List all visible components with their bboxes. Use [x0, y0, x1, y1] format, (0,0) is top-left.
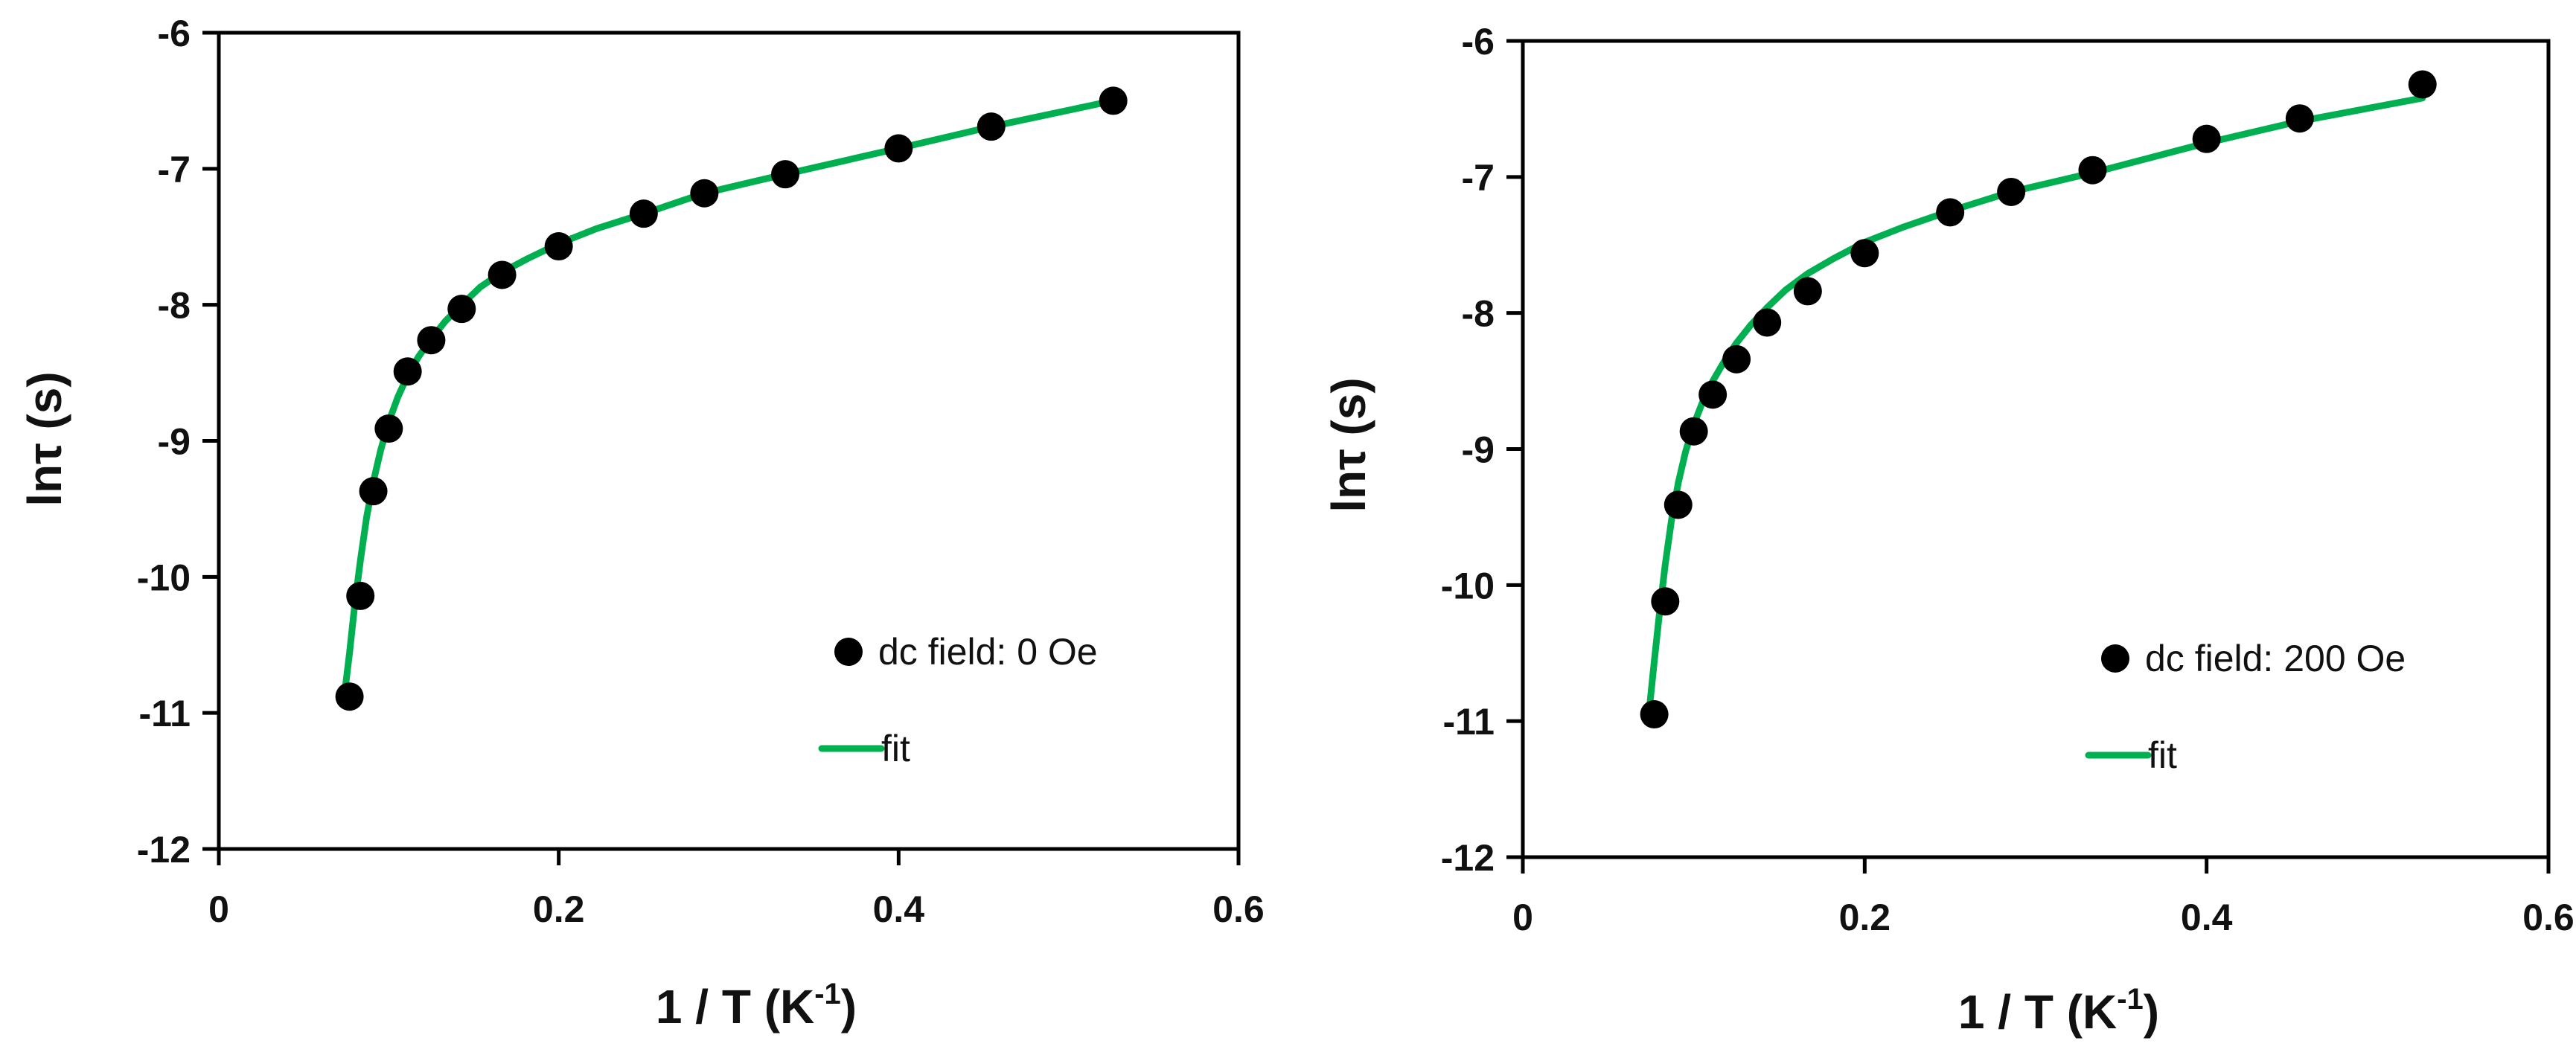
data-point: [977, 112, 1006, 141]
legend-label-points: dc field: 200 Oe: [2145, 638, 2406, 679]
data-point: [374, 414, 403, 443]
data-point: [884, 134, 913, 163]
y-tick-label: -9: [1462, 429, 1495, 471]
plot-area: [1521, 39, 2551, 859]
legend-marker-points: [2101, 644, 2129, 673]
x-tick-label: 0: [208, 888, 229, 930]
data-point: [2408, 70, 2437, 99]
x-axis-title-superscript: -1: [814, 978, 841, 1010]
y-tick-label: -6: [158, 13, 191, 54]
data-point: [1997, 177, 2026, 206]
x-tick-label: 0.2: [533, 888, 585, 930]
x-tick-label: 0.4: [2181, 897, 2233, 938]
data-point: [417, 326, 446, 355]
legend-label-points: dc field: 0 Oe: [878, 631, 1098, 673]
data-point: [1753, 308, 1782, 337]
x-axis-title-suffix: ): [841, 980, 857, 1033]
y-tick-label: -7: [158, 149, 191, 190]
data-point: [488, 260, 517, 289]
data-point: [1850, 239, 1879, 268]
x-axis-title-suffix: ): [2144, 985, 2159, 1039]
y-tick-label: -12: [137, 829, 191, 871]
x-axis-title-superscript: -1: [2117, 983, 2144, 1016]
legend-label-fit: fit: [881, 728, 910, 769]
x-tick-label: 0.4: [873, 888, 925, 930]
legend-marker-points: [834, 638, 863, 666]
y-tick-label: -11: [138, 693, 191, 734]
x-axis-title-main: 1 / T (K: [1958, 985, 2117, 1039]
y-tick-label: -8: [158, 285, 191, 327]
data-point: [1722, 344, 1751, 374]
data-point: [544, 232, 573, 261]
data-point: [629, 199, 658, 228]
data-point: [1663, 490, 1693, 519]
data-point: [771, 160, 800, 189]
data-point: [1679, 417, 1708, 446]
y-tick-label: -10: [1441, 565, 1495, 606]
x-axis-title: 1 / T (K-1): [656, 978, 857, 1033]
data-point: [359, 477, 388, 506]
y-tick-label: -10: [137, 557, 191, 598]
data-point: [2078, 156, 2107, 185]
plot-area: [217, 31, 1241, 851]
chart-200-oe-field: -12 -11 -10 -9 -8 -7 -6 0 0.2 0.4 0.6 lnτ (s) 1 / T …: [1322, 21, 2575, 1039]
data-point: [2285, 104, 2314, 133]
x-tick-label: 0.6: [2522, 897, 2575, 938]
data-point: [335, 682, 364, 711]
y-axis-title: lnτ (s): [1322, 377, 1375, 512]
data-point: [690, 179, 719, 208]
data-point: [346, 581, 375, 610]
data-point: [2192, 124, 2221, 153]
y-tick-label: -11: [1442, 701, 1495, 743]
y-axis-title: lnτ (s): [18, 371, 71, 506]
y-tick-label: -7: [1462, 157, 1495, 199]
y-tick-label: -9: [158, 421, 191, 463]
chart-zero-field: -12 -11 -10 -9 -8 -7 -6 0 0.2 0.4 0.6 lnτ (s) 1 / T …: [18, 13, 1265, 1033]
data-point: [1793, 277, 1822, 306]
x-axis-title: 1 / T (K-1): [1958, 983, 2159, 1039]
legend-label-fit: fit: [2148, 734, 2177, 776]
x-axis-title-main: 1 / T (K: [656, 980, 814, 1033]
data-point: [393, 357, 422, 386]
x-tick-label: 0: [1512, 897, 1533, 938]
data-point: [1698, 380, 1728, 409]
y-tick-label: -8: [1462, 293, 1495, 335]
data-point: [1936, 198, 1965, 227]
x-tick-label: 0.2: [1839, 897, 1891, 938]
y-tick-label: -6: [1462, 21, 1495, 63]
x-tick-label: 0.6: [1212, 888, 1265, 930]
y-tick-label: -12: [1441, 837, 1495, 879]
data-point: [1640, 700, 1669, 729]
data-point: [447, 295, 476, 324]
data-point: [1651, 587, 1680, 616]
data-point: [1099, 86, 1128, 115]
